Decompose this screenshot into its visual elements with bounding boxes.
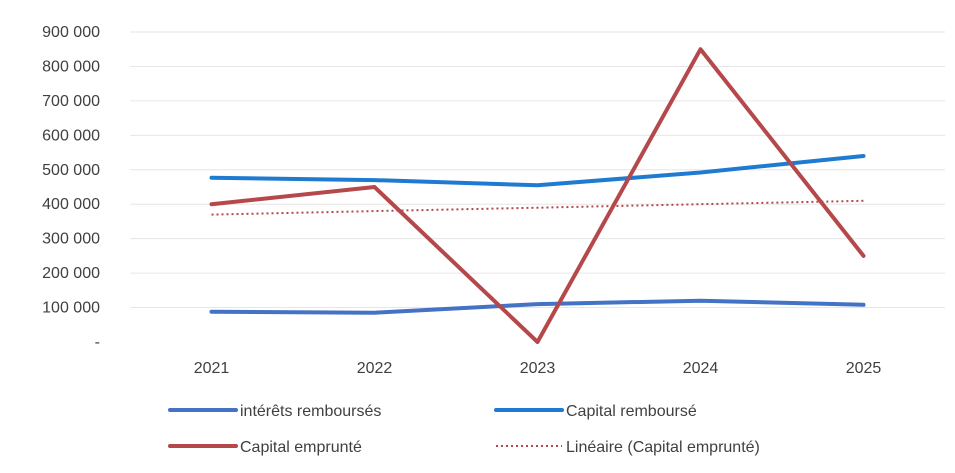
x-tick-label: 2025 (846, 360, 882, 377)
y-tick-label: 700 000 (42, 93, 100, 110)
x-axis-tick-labels: 2021 2022 2023 2024 2025 (194, 360, 882, 377)
x-tick-label: 2024 (683, 360, 719, 377)
series-line-int-r-ts-rembours-s (209, 298, 866, 315)
legend-item: Linéaire (Capital emprunté) (496, 439, 760, 456)
legend-item: intérêts remboursés (168, 403, 381, 420)
series-line-capital-rembours (209, 154, 866, 188)
x-tick-label: 2021 (194, 360, 230, 377)
y-tick-label: 400 000 (42, 196, 100, 213)
y-tick-label: 300 000 (42, 231, 100, 248)
y-tick-label: 500 000 (42, 162, 100, 179)
y-tick-label: 800 000 (42, 58, 100, 75)
y-tick-label: 200 000 (42, 265, 100, 282)
legend-label: Linéaire (Capital emprunté) (566, 439, 760, 456)
y-tick-label: - (95, 334, 100, 351)
y-tick-label: 600 000 (42, 127, 100, 144)
legend-label: intérêts remboursés (240, 403, 381, 420)
y-tick-label: 100 000 (42, 300, 100, 317)
series-line-capital-emprunt (209, 47, 866, 344)
gridlines (130, 31, 945, 309)
series-lines (209, 47, 866, 344)
x-tick-label: 2022 (357, 360, 393, 377)
y-axis-tick-labels: - 100 000 200 000 300 000 400 000 500 000 600 … (42, 24, 100, 351)
legend-item: Capital remboursé (494, 403, 697, 420)
legend-label: Capital emprunté (240, 439, 362, 456)
series-line-lin-aire-capital-emprunt (211, 199, 864, 216)
legend-item: Capital emprunté (168, 439, 362, 456)
x-tick-label: 2023 (520, 360, 556, 377)
legend-label: Capital remboursé (566, 403, 697, 420)
y-tick-label: 900 000 (42, 24, 100, 41)
legend: intérêts remboursés Capital remboursé Capi… (168, 403, 760, 456)
